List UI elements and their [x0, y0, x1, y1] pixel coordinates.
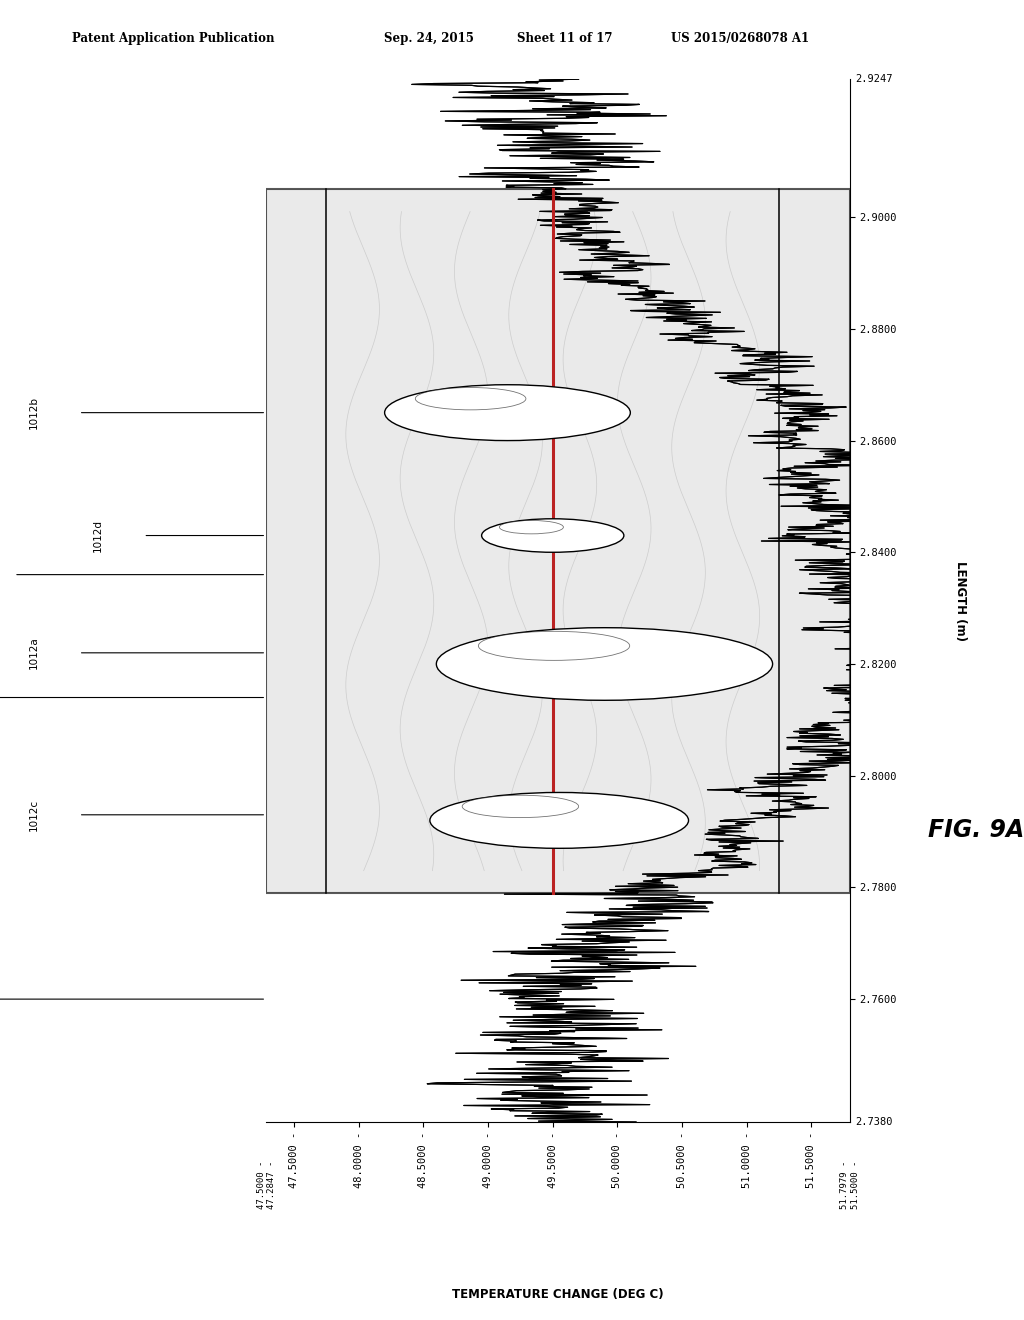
- Text: 1012b: 1012b: [29, 396, 39, 429]
- Ellipse shape: [416, 388, 526, 409]
- Y-axis label: LENGTH (m): LENGTH (m): [953, 561, 967, 640]
- Ellipse shape: [500, 520, 563, 533]
- Text: 2.7380: 2.7380: [855, 1117, 893, 1127]
- Text: 1012a: 1012a: [29, 636, 39, 669]
- Ellipse shape: [481, 519, 624, 552]
- Text: FIG. 9A: FIG. 9A: [928, 818, 1024, 842]
- Ellipse shape: [385, 384, 631, 441]
- Ellipse shape: [462, 795, 579, 817]
- Text: 47.5000 -
47.2847 -: 47.5000 - 47.2847 -: [257, 1162, 275, 1209]
- Ellipse shape: [430, 792, 688, 849]
- Text: Sep. 24, 2015: Sep. 24, 2015: [384, 32, 474, 45]
- Text: Patent Application Publication: Patent Application Publication: [72, 32, 274, 45]
- Text: 1012c: 1012c: [29, 799, 39, 830]
- Text: Sheet 11 of 17: Sheet 11 of 17: [517, 32, 612, 45]
- X-axis label: TEMPERATURE CHANGE (DEG C): TEMPERATURE CHANGE (DEG C): [453, 1288, 664, 1302]
- Text: 2.9247: 2.9247: [855, 74, 893, 84]
- Ellipse shape: [478, 631, 630, 660]
- Text: 1012d: 1012d: [93, 519, 103, 552]
- Ellipse shape: [436, 628, 772, 701]
- Text: US 2015/0268078 A1: US 2015/0268078 A1: [671, 32, 809, 45]
- Text: 51.7979 -
51.5000 -: 51.7979 - 51.5000 -: [841, 1162, 859, 1209]
- Bar: [266, 189, 850, 894]
